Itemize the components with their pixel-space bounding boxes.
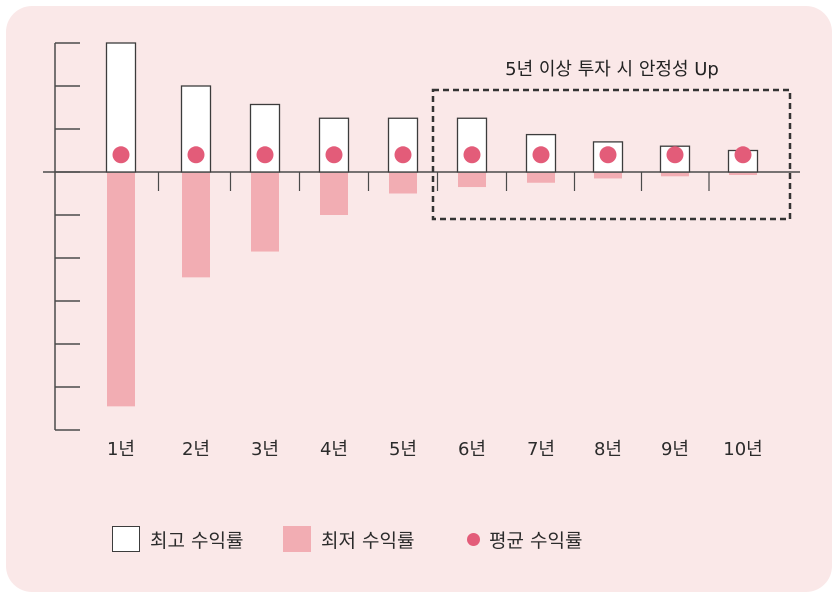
legend-avg-swatch xyxy=(467,532,480,546)
x-tick-label: 8년 xyxy=(594,439,622,460)
avg-point xyxy=(734,146,752,164)
average-points xyxy=(112,146,752,164)
avg-point xyxy=(112,146,130,164)
legend-max-label: 최고 수익률 xyxy=(150,529,244,552)
legend-max-swatch xyxy=(112,526,140,552)
bar-min xyxy=(182,173,210,278)
avg-point xyxy=(532,146,550,164)
legend-min: 최저 수익률 xyxy=(283,523,414,555)
bar-min xyxy=(320,173,348,215)
bar-min xyxy=(107,173,135,407)
x-tick-label: 9년 xyxy=(661,439,689,460)
avg-point xyxy=(187,146,205,164)
x-tick-label: 1년 xyxy=(107,439,135,460)
avg-point xyxy=(325,146,343,164)
bar-max xyxy=(318,117,350,173)
legend-min-swatch xyxy=(283,526,311,552)
avg-point xyxy=(256,146,274,164)
avg-point xyxy=(666,146,684,164)
avg-point xyxy=(599,146,617,164)
bar-min xyxy=(729,173,757,176)
x-tick-label: 6년 xyxy=(458,439,486,460)
bar-min xyxy=(251,173,279,252)
legend-max: 최고 수익률 xyxy=(112,523,243,555)
legend-avg-label: 평균 수익률 xyxy=(489,529,583,552)
stability-annotation: 5년 이상 투자 시 안정성 Up xyxy=(431,59,792,221)
bar-min xyxy=(389,173,417,194)
bar-max xyxy=(387,117,419,173)
bar-min xyxy=(661,173,689,177)
bars xyxy=(105,42,759,407)
annotation-text: 5년 이상 투자 시 안정성 Up xyxy=(505,59,719,80)
bar-min xyxy=(594,173,622,179)
x-tick-label: 7년 xyxy=(527,439,555,460)
bar-min xyxy=(458,173,486,188)
legend-min-label: 최저 수익률 xyxy=(321,529,415,552)
legend-avg: 평균 수익률 xyxy=(467,523,582,555)
avg-point xyxy=(463,146,481,164)
avg-point xyxy=(394,146,412,164)
x-tick-label: 3년 xyxy=(251,439,279,460)
bar-max xyxy=(456,117,488,173)
annotation-box xyxy=(431,88,792,221)
x-tick-label: 2년 xyxy=(182,439,210,460)
bar-min xyxy=(527,173,555,183)
chart-panel xyxy=(6,6,832,592)
y-axis xyxy=(43,42,800,431)
x-tick-label: 5년 xyxy=(389,439,417,460)
x-tick-label: 10년 xyxy=(723,439,762,460)
x-tick-label: 4년 xyxy=(320,439,348,460)
x-tick-labels: 1년 2년 3년 4년 5년 6년 7년 8년 9년 10년 xyxy=(107,439,763,460)
